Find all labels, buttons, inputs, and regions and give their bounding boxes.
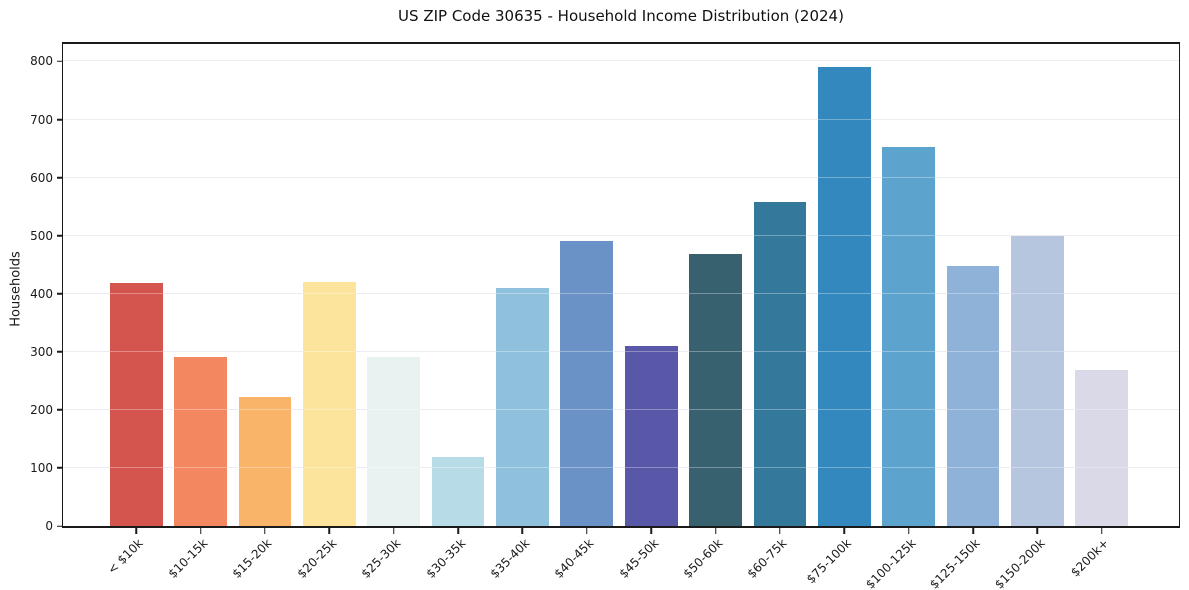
x-tick-label: $125-150k [927, 536, 983, 590]
bar-$100-125k [882, 147, 936, 526]
bar-slot: $125-150k [927, 44, 1005, 590]
bar-$40-45k [560, 241, 614, 526]
y-tick-mark [57, 176, 63, 179]
x-tick-mark [457, 528, 459, 534]
x-tick-label: $10-15k [165, 536, 211, 581]
y-tick-mark [57, 118, 63, 121]
bar-$60-75k [753, 201, 807, 526]
x-tick-mark [521, 528, 524, 534]
bar-slot: < $10k [104, 44, 168, 577]
x-tick-mark [907, 528, 910, 534]
bar-$125-150k [946, 265, 1000, 526]
x-tick-label: $150-200k [991, 536, 1048, 590]
x-tick-label: $75-100k [803, 536, 855, 587]
bar-slot: $75-100k [804, 44, 876, 586]
x-tick-mark [1036, 528, 1039, 534]
x-tick-label: $35-40k [487, 536, 533, 581]
bar-slot: $10-15k [166, 44, 232, 581]
x-tick-mark [779, 528, 781, 534]
x-tick-mark [650, 528, 652, 534]
x-tick-label: $25-30k [358, 536, 404, 581]
y-tick-label: 0 [45, 519, 53, 533]
x-tick-label: $200k+ [1068, 536, 1112, 580]
x-tick-label: $50-60k [680, 536, 726, 581]
y-tick-label: 600 [30, 170, 53, 185]
bar-slot: $200k+ [1068, 44, 1134, 580]
x-tick-label: $60-75k [744, 536, 790, 581]
x-tick-mark [199, 528, 202, 534]
x-tick-label: $30-35k [423, 536, 468, 581]
bar-slot: $45-50k [616, 44, 683, 581]
bar-slot: $100-125k [863, 44, 941, 590]
bar-slot: $40-45k [552, 44, 619, 581]
bar-$25-30k [367, 357, 421, 526]
x-tick-label: $40-45k [551, 536, 597, 581]
x-tick-label: $15-20k [229, 536, 275, 581]
y-tick-mark [57, 525, 63, 527]
bar-slot: $15-20k [230, 44, 297, 581]
x-tick-mark [972, 528, 974, 534]
x-tick-mark [1101, 528, 1103, 534]
bar-slot: $35-40k [487, 44, 554, 581]
y-tick-mark [57, 60, 63, 63]
x-tick-label: $100-125k [862, 536, 919, 590]
x-tick-mark [392, 528, 395, 534]
y-tick-mark [57, 351, 63, 353]
x-tick-label: < $10k [105, 536, 147, 577]
bar-slot: $150-200k [992, 44, 1069, 590]
x-tick-mark [586, 528, 588, 534]
bar-$35-40k [496, 287, 549, 526]
x-tick-mark [135, 528, 137, 534]
bar-slot: $25-30k [359, 44, 426, 581]
y-tick-mark [57, 292, 63, 295]
bar-$150-200k [1011, 235, 1064, 526]
y-tick-mark [57, 234, 63, 237]
plot-area: < $10k $10-15k $15-20k $20-25k $25-30k $30-35… [30, 42, 1180, 590]
x-tick-label: $45-50k [616, 536, 662, 581]
y-tick-label: 800 [30, 54, 53, 69]
x-tick-mark [714, 528, 717, 534]
bar-slot: $60-75k [745, 44, 812, 581]
y-tick-mark [57, 467, 63, 469]
bar-$75-100k [817, 67, 871, 526]
y-tick-label: 400 [30, 286, 53, 301]
bar-< $10k [109, 283, 163, 526]
y-axis-label: Households [8, 251, 24, 327]
y-tick-label: 700 [30, 112, 53, 127]
y-tick-label: 200 [30, 402, 53, 417]
y-tick-mark [57, 409, 63, 411]
bar-slot: $20-25k [294, 44, 361, 581]
x-tick-mark [328, 528, 331, 534]
bars-container: < $10k $10-15k $15-20k $20-25k $25-30k $30-35… [63, 44, 1179, 590]
y-tick-label: 100 [30, 460, 53, 475]
bar-$50-60k [689, 254, 742, 526]
bar-slot: $50-60k [681, 44, 747, 581]
x-tick-mark [264, 528, 266, 534]
bar-$30-35k [431, 456, 485, 526]
bar-$10-15k [174, 357, 227, 526]
y-tick-label: 500 [30, 228, 53, 243]
bar-$200k+ [1075, 370, 1129, 526]
bar-slot: $30-35k [423, 44, 490, 581]
bar-$20-25k [302, 281, 356, 526]
x-tick-mark [843, 528, 846, 534]
x-tick-label: $20-25k [294, 536, 340, 581]
y-tick-label: 300 [30, 344, 53, 359]
chart-title: US ZIP Code 30635 - Household Income Dis… [398, 7, 844, 25]
bar-$45-50k [624, 345, 678, 526]
bar-$15-20k [238, 397, 292, 526]
